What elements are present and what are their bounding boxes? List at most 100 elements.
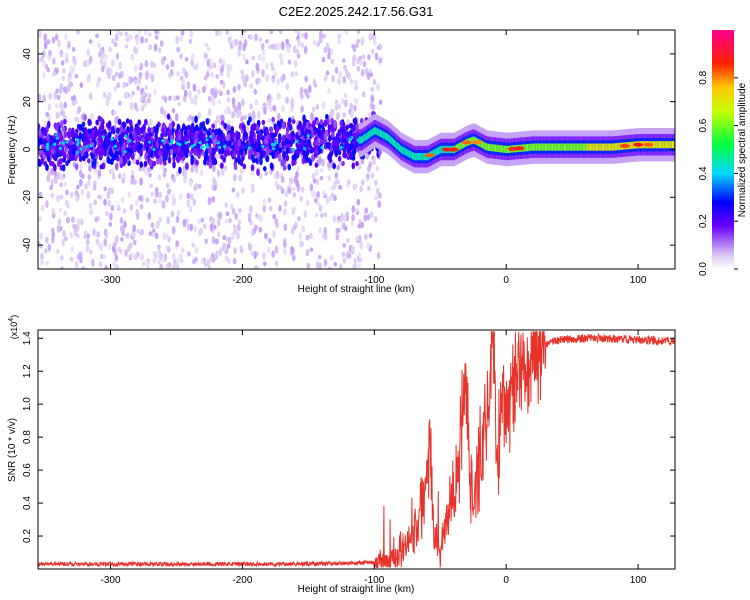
- spectrogram-cell: [537, 143, 540, 151]
- spectrogram-cell: [251, 70, 255, 78]
- spectrogram-cell: [129, 101, 134, 111]
- spectrogram-cell: [376, 127, 378, 136]
- spectrogram-cell: [128, 119, 133, 127]
- spectrogram-cell: [54, 176, 59, 185]
- spectrogram-cell: [208, 161, 213, 169]
- spectrogram-cell: [608, 143, 611, 151]
- spectrogram-cell: [106, 68, 110, 76]
- x-tick-label: -200: [232, 575, 252, 586]
- spectrogram-cell: [148, 173, 152, 178]
- spectrogram-cell: [323, 211, 328, 218]
- spectrogram-cell: [320, 139, 325, 145]
- spectrogram-cell: [94, 148, 99, 154]
- spectrogram-cell: [116, 82, 120, 89]
- spectrogram-cell: [80, 218, 84, 226]
- spectrogram-cell: [586, 143, 588, 151]
- spectrogram-cell: [75, 195, 79, 203]
- spectrogram-cell: [370, 172, 375, 179]
- spectrogram-cell: [95, 238, 100, 245]
- spectrogram-cell: [367, 131, 370, 139]
- spectrogram-cell: [483, 141, 485, 149]
- colorbar-label: Normalized spectral amplitude: [737, 82, 748, 217]
- spectrogram-cell: [182, 218, 187, 228]
- spectrogram-cell: [38, 123, 41, 131]
- spectrogram-cell: [486, 143, 489, 151]
- spectrogram-cell: [502, 145, 504, 153]
- spectrogram-cell: [228, 35, 232, 42]
- spectrogram-cell: [297, 130, 302, 136]
- spectrogram-cell: [118, 134, 122, 140]
- spectrogram-cell: [231, 39, 236, 48]
- spectrogram-cell: [118, 72, 122, 79]
- spectrogram-cell: [556, 143, 559, 151]
- spectrogram-cell: [157, 259, 161, 265]
- spectrogram-cell: [107, 91, 112, 100]
- spectrogram-cell: [400, 145, 402, 153]
- colorbar-tick-label: 0.8: [698, 70, 709, 84]
- spectrogram-cell: [149, 183, 154, 189]
- spectrogram-cell: [343, 214, 348, 222]
- spectrogram-cell: [273, 71, 278, 78]
- spectrogram-cell: [459, 142, 461, 150]
- spectrogram-cell: [366, 213, 371, 221]
- spectrogram-cell: [504, 145, 507, 153]
- spectrogram-cell: [582, 143, 585, 151]
- spectrogram-cell: [491, 144, 494, 152]
- spectrogram-cell: [549, 143, 552, 151]
- spectrogram-cell: [410, 151, 413, 159]
- spectrogram-cell: [375, 127, 377, 135]
- spectrogram-cell: [157, 174, 162, 181]
- spectrogram-cell: [59, 157, 63, 165]
- spectrogram-cell: [178, 142, 182, 147]
- spectrogram-cell: [53, 154, 57, 161]
- spectrogram-cell: [148, 231, 153, 237]
- spectrogram-cell: [119, 125, 124, 133]
- spectrogram-cell: [290, 246, 295, 255]
- spectrogram-cell: [330, 118, 334, 125]
- colorbar-tick-label: 0.6: [698, 118, 709, 132]
- y-tick-label: 1.0: [22, 397, 33, 411]
- spectrogram-cell: [292, 147, 296, 152]
- spectrogram-cell: [104, 265, 108, 269]
- spectrogram-cell: [128, 242, 133, 249]
- spectrogram-cell: [568, 143, 571, 151]
- spectrogram-cell: [160, 106, 164, 115]
- spectrogram-cell: [301, 32, 305, 39]
- spectrogram-cell: [587, 143, 590, 151]
- spectrogram-cell: [267, 246, 271, 254]
- x-tick-label: -100: [364, 275, 384, 286]
- spectrogram-cell: [122, 208, 127, 214]
- spectrogram-cell: [188, 38, 193, 45]
- spectrogram-cell: [75, 227, 80, 233]
- spectrogram-cell: [458, 143, 460, 151]
- spectrogram-cell: [330, 131, 335, 138]
- spectrogram-cell: [599, 143, 602, 151]
- spectrogram-cell: [174, 263, 178, 268]
- spectrogram-cell: [390, 136, 393, 144]
- spectrogram-cell: [56, 94, 61, 101]
- spectrogram-cell: [252, 112, 256, 120]
- spectrogram-cell: [562, 143, 565, 151]
- spectrogram-cell: [126, 154, 131, 160]
- spectrogram-cell: [210, 217, 214, 224]
- spectrogram-cell: [109, 149, 113, 157]
- spectrogram-cell: [300, 42, 305, 49]
- spectrogram-cell: [249, 103, 253, 110]
- spectrogram-cell: [210, 253, 215, 258]
- spectrogram-cell: [101, 135, 105, 139]
- snr-series-line: [38, 331, 675, 569]
- spectrogram-cell: [271, 250, 275, 258]
- spectrogram-cell: [578, 143, 580, 151]
- spectrogram-cell: [670, 141, 673, 149]
- spectrogram-cell: [368, 161, 373, 168]
- spectrogram-cell: [95, 80, 100, 89]
- spectrogram-cell: [113, 263, 118, 269]
- spectrogram-cell: [240, 32, 245, 39]
- spectrogram-cell: [116, 30, 120, 35]
- spectrogram-cell: [305, 249, 310, 257]
- spectrogram-cell: [576, 143, 579, 151]
- spectrogram-cell: [207, 108, 212, 117]
- spectrogram-cell: [424, 153, 427, 161]
- spectrogram-cell: [183, 89, 188, 98]
- spectrogram-cell: [47, 54, 51, 61]
